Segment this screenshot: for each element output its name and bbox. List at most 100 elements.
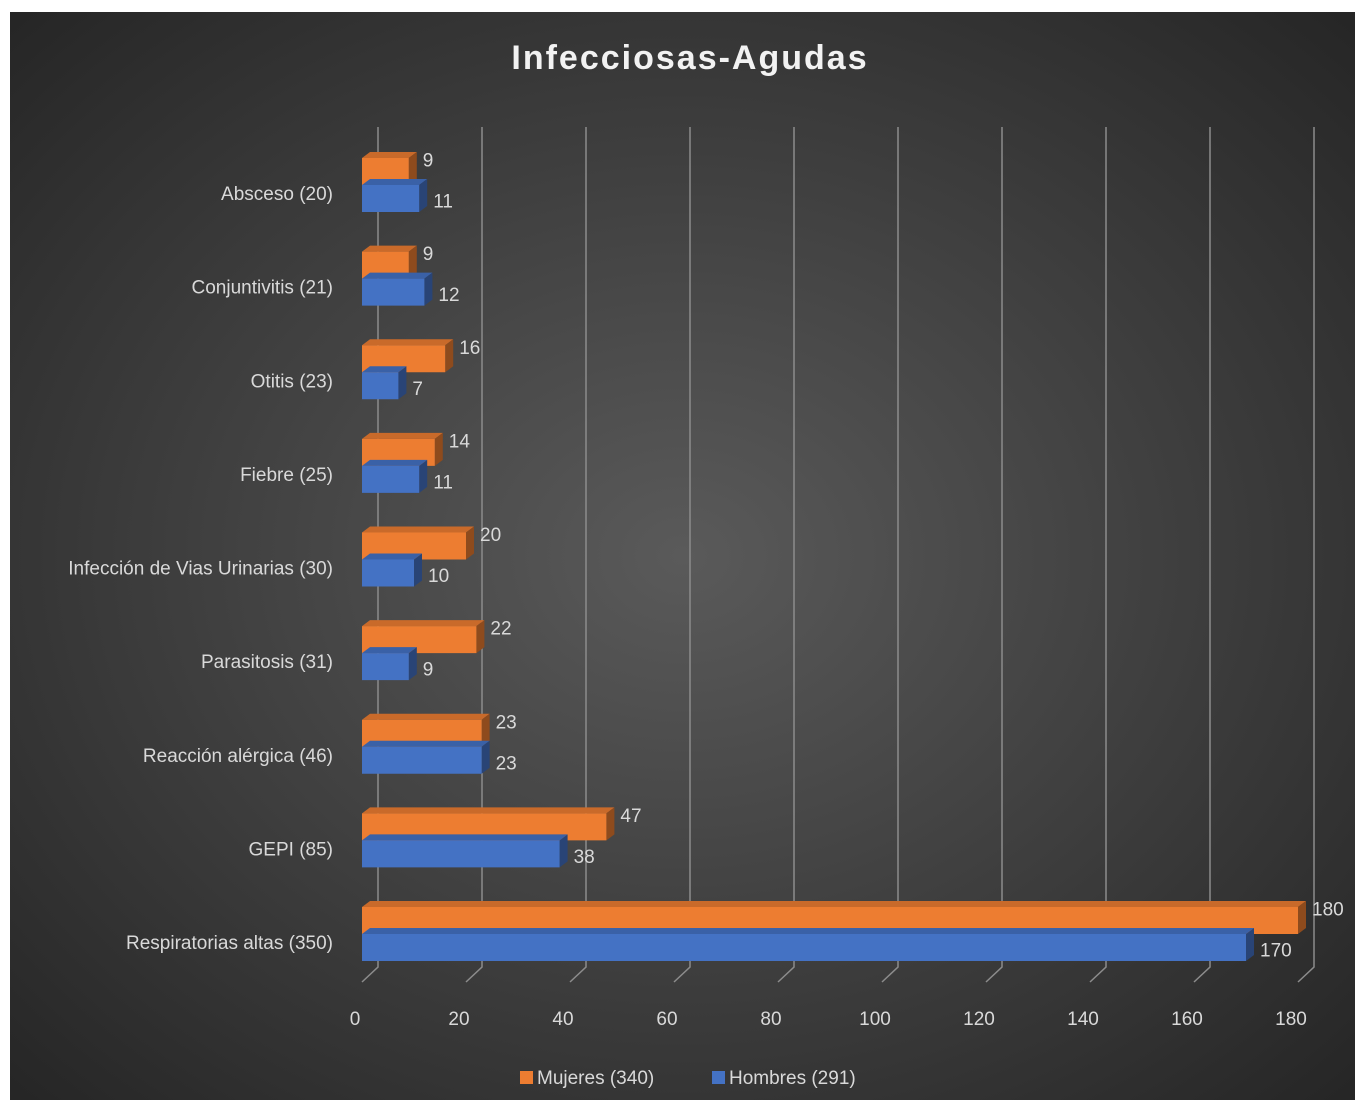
bar [362, 740, 490, 774]
grid-line [569, 127, 587, 983]
bar-side [408, 152, 417, 185]
bar-front [362, 559, 414, 587]
x-tick-label: 20 [448, 1009, 469, 1030]
bar-front [362, 746, 482, 774]
bar-side [1246, 928, 1254, 961]
bar-side [606, 807, 615, 841]
y-tick-label: Fiebre (25) [240, 465, 333, 486]
bar-side [408, 647, 417, 681]
bar-side [398, 366, 407, 400]
y-tick-label: GEPI (85) [249, 839, 333, 860]
bar [362, 459, 428, 493]
bar-side [481, 740, 490, 774]
x-tick-label: 60 [656, 1009, 677, 1030]
bar-top [362, 152, 417, 158]
bar [362, 272, 433, 306]
data-label: 10 [428, 566, 449, 587]
bar-side [408, 245, 417, 279]
legend-swatch [520, 1071, 533, 1084]
bar-top [362, 713, 490, 720]
bar [362, 647, 417, 681]
bar-side [434, 432, 443, 466]
data-label: 14 [449, 431, 471, 452]
bar-top [362, 459, 428, 466]
bar-side [419, 459, 428, 493]
data-label: 180 [1312, 900, 1344, 921]
x-tick-label: 160 [1171, 1009, 1203, 1030]
bar-top [362, 553, 422, 560]
data-label: 11 [433, 472, 453, 493]
bar-top [362, 432, 443, 439]
bar-front [362, 934, 1246, 961]
bar-side [1298, 901, 1306, 934]
bar [362, 366, 407, 400]
data-label: 9 [423, 660, 434, 681]
bar-front [362, 185, 420, 212]
y-tick-label: Reacción alérgica (46) [143, 746, 333, 767]
bar-top [362, 366, 407, 373]
bar-top [362, 620, 485, 627]
x-tick-label: 180 [1275, 1009, 1307, 1030]
bar-front [362, 372, 399, 400]
data-label: 9 [423, 244, 434, 265]
data-label: 9 [423, 151, 434, 172]
x-tick-label: 120 [963, 1009, 995, 1030]
data-label: 38 [574, 847, 595, 868]
y-tick-label: Respiratorias altas (350) [126, 933, 333, 954]
y-tick-label: Parasitosis (31) [201, 652, 333, 673]
grid-line [465, 127, 483, 983]
grid-line [985, 127, 1003, 983]
legend-swatch [712, 1071, 725, 1084]
bar-top [362, 526, 474, 533]
y-tick-label: Infección de Vias Urinarias (30) [68, 559, 333, 580]
bar-side [481, 713, 490, 747]
bar-top [362, 807, 615, 814]
bar-front [362, 653, 409, 681]
bar-front [362, 465, 420, 493]
data-label: 170 [1260, 941, 1292, 962]
x-tick-label: 40 [552, 1009, 573, 1030]
bar-side [414, 553, 422, 587]
bar-top [362, 272, 433, 279]
x-tick-label: 0 [350, 1009, 361, 1030]
bar-top [362, 928, 1254, 934]
bar-front [362, 278, 425, 306]
bar-front [362, 840, 560, 868]
chart-title: Infecciosas-Agudas [511, 39, 868, 77]
x-tick-label: 100 [859, 1009, 891, 1030]
bar-side [419, 179, 428, 212]
bar [362, 179, 428, 212]
legend-label: Hombres (291) [729, 1068, 856, 1089]
data-label: 11 [433, 192, 453, 213]
data-label: 23 [496, 753, 517, 774]
y-tick-label: Otitis (23) [251, 371, 333, 392]
bar-top [362, 179, 428, 185]
grid-line [881, 127, 899, 983]
bar [362, 553, 422, 587]
data-label: 7 [412, 379, 423, 400]
bar-side [476, 620, 485, 654]
bar-side [559, 834, 568, 868]
x-tick-label: 140 [1067, 1009, 1099, 1030]
bar-side [445, 339, 454, 373]
bar [362, 834, 568, 868]
grid-line [361, 127, 379, 983]
y-tick-label: Absceso (20) [221, 184, 333, 205]
bar-side [424, 272, 433, 306]
bar-top [362, 647, 417, 654]
grid-line [673, 127, 691, 983]
y-tick-label: Conjuntivitis (21) [192, 278, 334, 299]
bar-top [362, 740, 490, 747]
data-label: 20 [480, 525, 501, 546]
bar-top [362, 245, 417, 252]
x-tick-label: 80 [760, 1009, 781, 1030]
data-label: 12 [438, 285, 459, 306]
data-label: 16 [459, 338, 480, 359]
data-label: 23 [496, 712, 517, 733]
bar-side [466, 526, 474, 560]
bar-top [362, 339, 454, 346]
legend-label: Mujeres (340) [537, 1068, 654, 1089]
grid-line [1089, 127, 1107, 983]
grid-line [1297, 127, 1315, 983]
